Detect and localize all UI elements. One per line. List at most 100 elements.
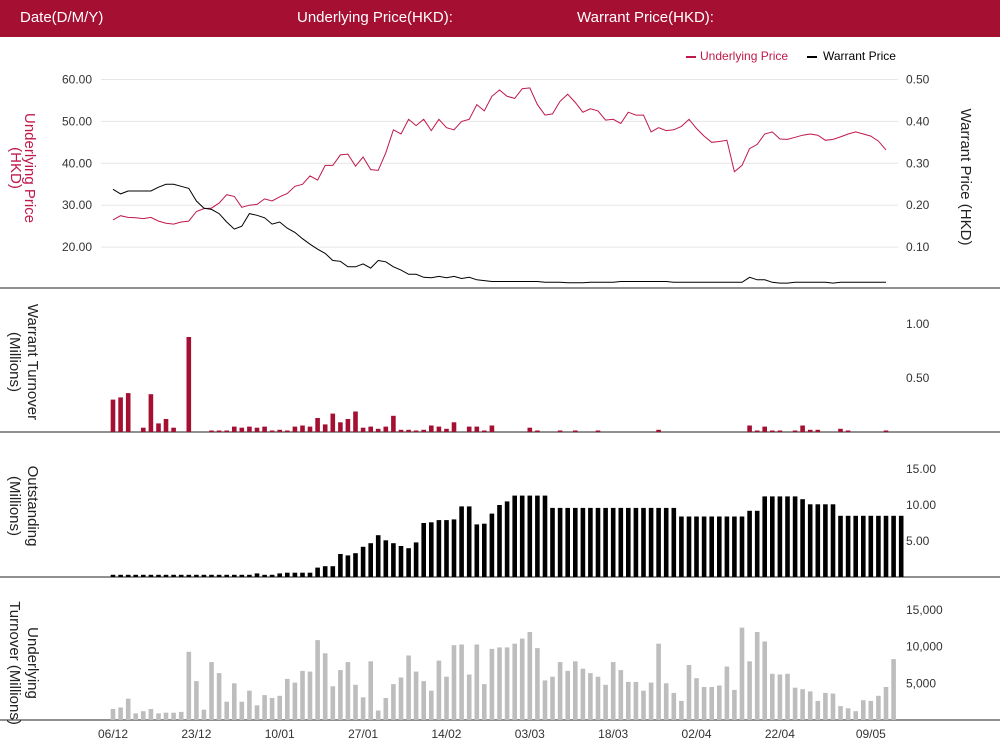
outstanding-bar xyxy=(679,516,684,577)
outstanding-bar xyxy=(641,507,646,577)
underlying-turnover-y-axis-title: Turnover (Millions) xyxy=(6,601,23,725)
outstanding-bar xyxy=(573,507,578,577)
underlying-turnover-bar xyxy=(201,709,207,720)
header-bar: Date(D/M/Y) Underlying Price(HKD): Warra… xyxy=(0,0,1000,37)
outstanding-bar xyxy=(247,574,252,577)
underlying-turnover-bar xyxy=(701,687,707,720)
underlying-turnover-bar xyxy=(429,690,434,720)
warrant-turnover-bar xyxy=(557,430,563,432)
warrant-turnover-bar xyxy=(436,426,442,432)
warrant-turnover-bar xyxy=(269,430,275,432)
warrant-turnover-bar xyxy=(747,425,752,432)
underlying-turnover-bar xyxy=(459,644,464,720)
warrant-turnover-bar xyxy=(186,337,192,432)
underlying-turnover-bar xyxy=(239,701,245,720)
underlying-turnover-bar xyxy=(421,681,426,720)
warrant-turnover-y-axis-title: (Millions) xyxy=(6,332,23,392)
warrant-turnover-bar xyxy=(330,413,336,432)
underlying-turnover-bar xyxy=(254,705,260,720)
y-tick-label-right: 0.30 xyxy=(906,156,930,170)
outstanding-y-axis-title: (Millions) xyxy=(6,476,23,536)
warrant-turnover-bar xyxy=(315,418,320,432)
y-axis-title-left: (HKD) xyxy=(7,147,24,189)
underlying-turnover-bar xyxy=(504,647,510,720)
underlying-turnover-bar xyxy=(125,698,131,720)
warrant-turnover-bar xyxy=(224,430,229,432)
outstanding-bar xyxy=(519,495,525,577)
outstanding-y-axis-title: Outstanding xyxy=(24,466,41,547)
outstanding-bar xyxy=(368,543,373,577)
warrant-turnover-bar xyxy=(262,426,267,432)
outstanding-bar xyxy=(868,515,874,577)
y-tick-label-right: 0.40 xyxy=(906,114,930,128)
warrant-turnover-bar xyxy=(777,430,783,432)
underlying-turnover-bar xyxy=(845,708,851,720)
outstanding-bar xyxy=(694,516,699,577)
underlying-turnover-bar xyxy=(785,673,790,720)
outstanding-bar xyxy=(466,506,472,577)
outstanding-bar xyxy=(178,574,184,577)
underlying-turnover-bar xyxy=(588,673,593,720)
underlying-turnover-bar xyxy=(519,638,525,720)
outstanding-bar xyxy=(406,548,411,577)
underlying-turnover-bar xyxy=(686,665,692,720)
outstanding-bar xyxy=(883,515,889,577)
underlying-turnover-bar xyxy=(398,677,404,720)
underlying-turnover-bar xyxy=(550,676,555,720)
outstanding-bar xyxy=(360,546,366,577)
underlying-turnover-bar xyxy=(512,643,517,720)
outstanding-bar xyxy=(557,507,563,577)
underlying-turnover-bar xyxy=(876,695,881,720)
outstanding-bar xyxy=(224,574,229,577)
outstanding-bar xyxy=(512,495,517,577)
legend-label-underlying: Underlying Price xyxy=(700,49,788,63)
underlying-turnover-y-tick-label: 15,000 xyxy=(906,603,943,617)
outstanding-bar xyxy=(633,507,639,577)
series-line-warrant-price xyxy=(112,183,886,284)
underlying-turnover-bar xyxy=(489,648,495,720)
outstanding-bar xyxy=(444,520,449,577)
outstanding-bar xyxy=(542,495,548,577)
underlying-turnover-bar xyxy=(171,712,176,720)
warrant-turnover-bar xyxy=(148,394,154,432)
outstanding-bar xyxy=(603,507,608,577)
outstanding-bar xyxy=(709,516,714,577)
underlying-turnover-bar xyxy=(663,683,669,720)
underlying-turnover-bar xyxy=(792,687,798,720)
series-line-underlying-price xyxy=(112,87,887,225)
warrant-turnover-bar xyxy=(421,429,426,432)
outstanding-bar xyxy=(186,574,192,577)
outstanding-bar xyxy=(876,515,881,577)
outstanding-bar xyxy=(754,510,760,577)
warrant-turnover-bar xyxy=(353,411,358,432)
outstanding-bar xyxy=(800,499,805,577)
outstanding-bar xyxy=(269,574,275,577)
underlying-turnover-bar xyxy=(338,670,343,720)
underlying-turnover-bar xyxy=(565,670,570,720)
warrant-turnover-bar xyxy=(573,430,578,432)
outstanding-bar xyxy=(163,574,169,577)
warrant-turnover-bar xyxy=(156,423,161,432)
outstanding-bar xyxy=(792,496,798,577)
underlying-turnover-bar xyxy=(626,681,631,720)
underlying-turnover-bar xyxy=(300,670,305,720)
underlying-turnover-bar xyxy=(595,676,601,720)
outstanding-bar xyxy=(216,574,222,577)
warrant-turnover-bar xyxy=(770,430,775,432)
underlying-turnover-bar xyxy=(247,690,252,720)
outstanding-bar xyxy=(671,507,677,577)
underlying-turnover-y-tick-label: 5,000 xyxy=(906,676,936,690)
outstanding-bar xyxy=(785,496,790,577)
outstanding-bar xyxy=(300,572,305,577)
underlying-turnover-bar xyxy=(861,700,866,720)
underlying-turnover-bar xyxy=(777,674,783,720)
outstanding-bar xyxy=(853,515,858,577)
underlying-turnover-bar xyxy=(345,662,351,720)
outstanding-y-tick-label: 10.00 xyxy=(906,498,936,512)
y-axis-title-left: Underlying Price xyxy=(21,113,38,223)
outstanding-bar xyxy=(595,507,601,577)
warrant-turnover-bar xyxy=(375,428,381,432)
warrant-turnover-bar xyxy=(762,426,767,432)
warrant-turnover-bar xyxy=(118,397,123,432)
underlying-turnover-bar xyxy=(762,641,767,720)
